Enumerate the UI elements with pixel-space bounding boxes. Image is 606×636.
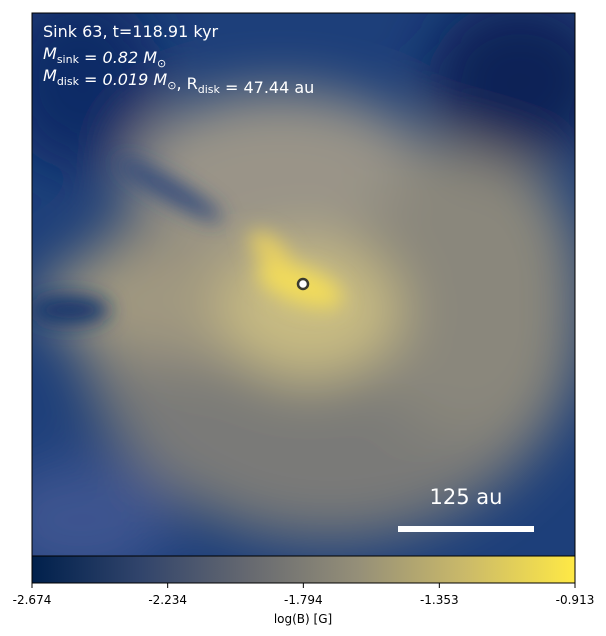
annotation-part: M — [43, 44, 57, 63]
colorbar-tick-label: -2.674 — [13, 593, 52, 607]
subscript: sink — [57, 53, 80, 66]
annotation: Sink 63, t=118.91 kyr — [43, 22, 219, 41]
subscript: disk — [57, 75, 80, 88]
colorbar-tick-label: -1.353 — [420, 593, 459, 607]
subscript: disk — [198, 83, 221, 96]
colorbar-tick-label: -1.794 — [284, 593, 323, 607]
sink-marker — [296, 277, 310, 291]
colorbar-label: log(B) [G] — [274, 612, 332, 626]
subscript: ⊙ — [157, 57, 166, 70]
annotation-part: , R — [176, 74, 197, 93]
colorbar — [31, 555, 576, 584]
annotation: Mdisk = 0.019 M⊙, Rdisk = 47.44 au — [43, 66, 314, 97]
subscript: ⊙ — [167, 79, 176, 92]
colorbar-tick-label: -0.913 — [556, 593, 595, 607]
colorbar-tick-label: -2.234 — [148, 593, 187, 607]
annotation-part: = 0.019 M — [79, 70, 167, 89]
annotation-part: = 0.82 M — [79, 48, 157, 67]
annotation: Msink = 0.82 M⊙ — [43, 44, 166, 70]
annotation-part: M — [43, 66, 57, 85]
scale-bar-label: 125 au — [430, 485, 503, 509]
field-image — [32, 13, 575, 556]
annotation-part: = 47.44 au — [220, 78, 314, 97]
